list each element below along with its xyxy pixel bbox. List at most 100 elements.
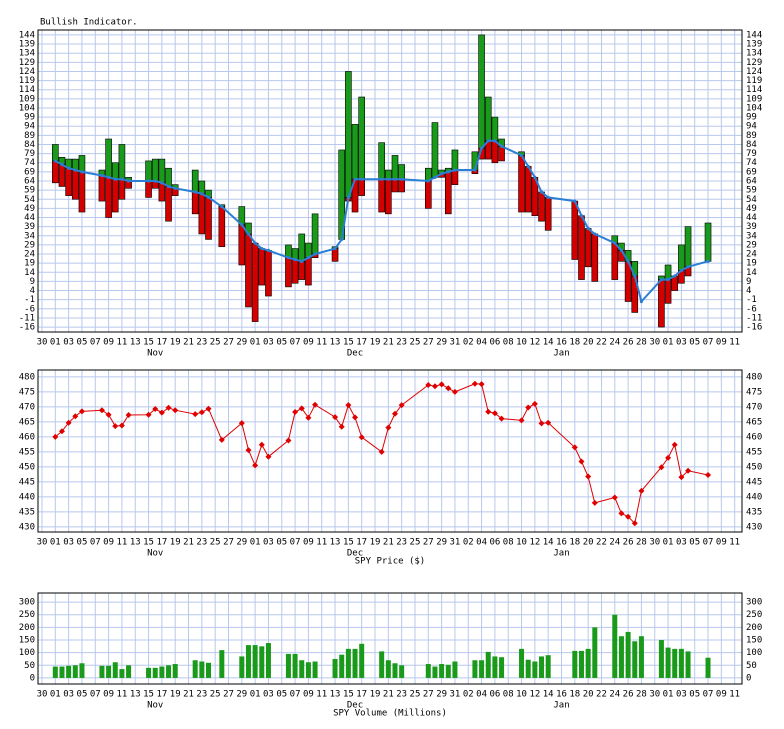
down-bar: [451, 169, 459, 185]
x-tick-label: 13: [330, 338, 341, 348]
down-bar: [444, 171, 452, 215]
up-bar: [191, 169, 199, 193]
down-bar: [78, 171, 86, 213]
y-tick-label: 445: [19, 477, 35, 487]
x-tick-label: 26: [623, 538, 634, 548]
price-marker: [305, 414, 312, 421]
x-tick-label: 29: [436, 690, 447, 700]
indicator-point: [673, 274, 677, 278]
volume-bar: [705, 657, 711, 678]
y-tick-label-right: 9: [746, 277, 751, 287]
price-marker: [385, 424, 392, 431]
y-tick-label: 50: [24, 661, 35, 671]
x-tick-label: 01: [50, 338, 61, 348]
price-marker: [292, 409, 299, 415]
plot-frame: [37, 29, 743, 333]
volume-bar: [672, 648, 678, 678]
x-tick-label: 14: [543, 538, 554, 548]
up-bar: [52, 144, 59, 162]
down-bar: [378, 178, 385, 213]
y-tick-label-right: 465: [746, 417, 762, 427]
up-bar: [684, 226, 692, 268]
up-bar: [478, 34, 485, 149]
down-bar: [191, 191, 199, 215]
up-bar: [145, 160, 152, 182]
indicator-point: [586, 226, 590, 231]
volume-bar: [59, 666, 65, 678]
indicator-point: [313, 252, 317, 256]
month-label: Jan: [553, 701, 569, 711]
x-tick-label: 12: [529, 690, 540, 700]
price-marker: [471, 380, 478, 387]
down-bar: [611, 242, 619, 280]
x-tick-label: 11: [316, 538, 327, 548]
indicator-point: [67, 166, 71, 170]
up-bar: [118, 144, 126, 180]
volume-bar: [252, 645, 258, 678]
volume-bar: [592, 627, 598, 678]
x-tick-label: 24: [609, 690, 620, 700]
price-marker: [611, 494, 618, 501]
down-bar: [298, 261, 306, 280]
indicator-point: [519, 153, 524, 158]
price-marker: [665, 454, 672, 461]
y-tick-label: -11: [19, 313, 35, 323]
y-tick-label-right: -11: [746, 313, 762, 323]
x-tick-label: 23: [196, 690, 207, 700]
y-tick-label-right: 50: [746, 661, 757, 671]
y-tick-label-right: 49: [746, 204, 757, 214]
y-tick-label-right: 74: [746, 158, 757, 168]
y-tick-label: -16: [19, 323, 35, 333]
x-tick-label: 21: [383, 690, 394, 700]
y-tick-label: 94: [24, 122, 35, 132]
x-tick-label: 07: [290, 690, 301, 700]
down-bar: [518, 155, 525, 213]
y-tick-label-right: 94: [746, 122, 757, 132]
y-tick-label: 435: [19, 507, 35, 517]
price-marker: [685, 467, 692, 474]
plot-frame: [37, 592, 743, 685]
down-bar: [71, 169, 79, 200]
indicator-point: [619, 248, 624, 252]
indicator-point: [679, 268, 683, 273]
y-tick-label: 300: [19, 598, 35, 608]
x-tick-label: 25: [410, 338, 421, 348]
y-tick-label: 465: [19, 417, 35, 427]
y-tick-label: 250: [19, 610, 35, 620]
volume-bar: [166, 665, 172, 678]
price-marker: [631, 520, 638, 527]
price-marker: [538, 420, 545, 427]
x-tick-label: 28: [636, 690, 647, 700]
price-marker: [105, 411, 112, 418]
x-tick-label: 03: [63, 690, 74, 700]
x-tick-label: 24: [609, 538, 620, 548]
y-tick-label: 109: [19, 94, 35, 104]
indicator-point: [546, 195, 550, 200]
volume-bar: [112, 662, 118, 678]
down-bar: [238, 224, 246, 266]
y-tick-label: 475: [19, 387, 35, 397]
indicator-point: [360, 177, 364, 181]
y-tick-label-right: 150: [746, 636, 762, 646]
x-tick-label: 01: [250, 538, 261, 548]
price-marker: [591, 499, 598, 506]
volume-bar: [479, 660, 485, 678]
x-tick-label: 23: [396, 538, 407, 548]
indicator-point: [706, 259, 710, 263]
price-marker: [545, 419, 552, 426]
x-tick-label: 19: [370, 690, 381, 700]
x-tick-label: 07: [90, 538, 101, 548]
volume-bar: [79, 663, 85, 678]
x-tick-label: 07: [703, 338, 714, 348]
down-bar: [538, 191, 545, 222]
price-marker: [398, 402, 405, 409]
down-bar: [578, 215, 585, 280]
x-tick-label: 15: [143, 690, 154, 700]
x-tick-label: 31: [450, 538, 461, 548]
x-tick-label: 29: [236, 538, 247, 548]
x-tick-label: 03: [263, 690, 274, 700]
up-bar: [451, 149, 459, 171]
x-tick-label: 07: [703, 538, 714, 548]
indicator-point: [113, 177, 117, 181]
